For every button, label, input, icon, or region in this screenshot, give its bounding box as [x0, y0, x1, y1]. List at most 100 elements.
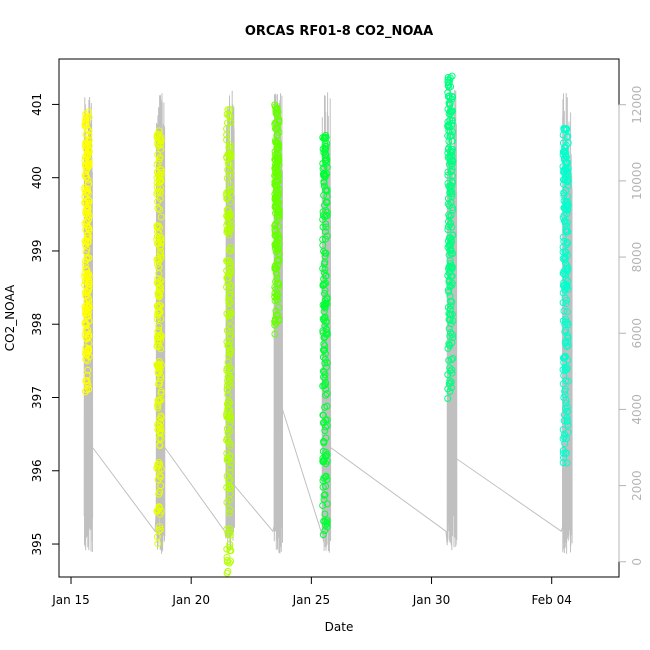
data-point: [81, 281, 89, 289]
data-point: [271, 228, 279, 236]
data-point: [155, 378, 163, 386]
data-point: [223, 131, 231, 139]
data-point: [271, 196, 279, 204]
data-point: [154, 404, 162, 412]
data-point: [223, 449, 231, 457]
data-point: [319, 382, 327, 390]
data-point: [319, 531, 327, 539]
data-point: [224, 228, 232, 236]
data-point: [272, 182, 280, 190]
data-point: [83, 166, 90, 174]
data-point: [273, 295, 280, 303]
data-point: [446, 377, 454, 385]
data-point: [227, 262, 235, 270]
data-point: [320, 474, 328, 482]
data-point: [563, 262, 571, 270]
data-point: [83, 372, 91, 379]
data-point: [273, 291, 281, 299]
data-point: [446, 311, 454, 319]
data-point: [445, 213, 453, 221]
data-point: [273, 274, 281, 282]
data-point: [226, 439, 234, 447]
data-point: [154, 140, 162, 148]
data-point: [322, 186, 329, 194]
data-point: [81, 237, 89, 245]
y-axis: 395 396 397 398 399 400 401: [30, 93, 60, 556]
data-point: [563, 417, 571, 425]
data-point: [275, 211, 283, 219]
data-point: [227, 153, 235, 161]
data-point: [560, 307, 568, 315]
data-point: [156, 442, 164, 450]
data-point: [319, 208, 327, 216]
data-point: [323, 232, 331, 240]
data-point: [444, 105, 452, 113]
data-point: [274, 143, 281, 151]
data-point: [155, 490, 163, 498]
y-tick-label: 395: [30, 533, 44, 556]
y-tick-label: 397: [30, 386, 44, 409]
data-point: [275, 250, 283, 258]
data-point: [226, 420, 234, 428]
data-point: [225, 162, 233, 170]
data-point: [227, 244, 235, 251]
data-point: [322, 330, 330, 338]
data-point: [560, 189, 568, 197]
data-point: [81, 319, 89, 326]
data-point: [227, 186, 234, 194]
data-point: [272, 138, 280, 146]
y-tick-label: 396: [30, 459, 44, 482]
data-point: [448, 148, 456, 156]
data-point: [320, 438, 328, 446]
data-point: [82, 248, 90, 256]
data-point: [226, 144, 234, 152]
data-point: [271, 231, 279, 239]
data-point: [321, 258, 329, 266]
x-axis-label: Date: [325, 620, 354, 634]
data-point: [272, 107, 280, 115]
data-point: [323, 457, 331, 465]
data-point: [157, 276, 165, 284]
data-point: [82, 265, 90, 273]
data-point: [271, 265, 279, 273]
data-point: [82, 292, 90, 300]
data-point: [225, 509, 233, 517]
data-point: [321, 403, 329, 411]
data-point: [83, 287, 91, 295]
data-point: [449, 331, 456, 338]
data-point: [449, 128, 457, 136]
data-point: [223, 221, 231, 229]
data-point: [561, 430, 569, 438]
data-point: [81, 310, 89, 318]
data-point: [563, 198, 571, 206]
data-point: [561, 255, 569, 263]
flight-points-rf05: [319, 131, 331, 539]
data-point: [156, 472, 164, 480]
data-point: [226, 141, 234, 149]
data-point: [448, 188, 456, 196]
y2-tick-label: 10000: [630, 162, 644, 200]
data-point: [83, 301, 91, 309]
data-point: [83, 205, 91, 213]
y2-tick-label: 12000: [630, 86, 644, 124]
data-point: [83, 273, 91, 281]
data-point: [227, 167, 235, 175]
data-point: [447, 302, 455, 310]
data-point: [153, 315, 161, 323]
data-point: [83, 255, 91, 263]
data-point: [320, 458, 328, 466]
data-point: [225, 305, 233, 313]
data-point: [564, 421, 572, 429]
data-point: [226, 328, 234, 336]
data-point: [559, 131, 567, 139]
data-point: [226, 286, 234, 294]
data-point: [83, 222, 91, 230]
data-point: [153, 223, 161, 231]
y2-axis: 0 2000 4000 6000 8000 10000 12000: [618, 86, 644, 566]
data-point: [323, 208, 331, 216]
data-point: [563, 459, 571, 467]
data-point: [223, 553, 231, 561]
data-point: [85, 226, 93, 234]
data-point: [560, 176, 567, 184]
data-point: [448, 108, 455, 115]
